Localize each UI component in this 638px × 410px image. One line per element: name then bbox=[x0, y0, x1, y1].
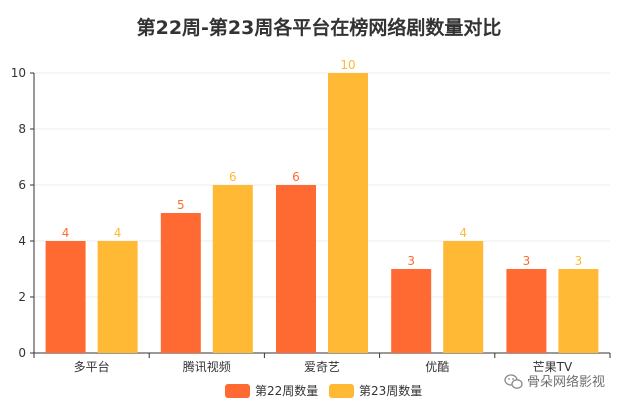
bar-week23-2 bbox=[328, 73, 368, 353]
bar-week23-0 bbox=[97, 241, 138, 353]
x-category-label: 多平台 bbox=[74, 359, 110, 374]
data-label: 3 bbox=[575, 254, 583, 268]
axes: 0 2 4 6 8 10 多平台 腾讯视频 爱奇艺 优酷 芒果TV bbox=[11, 66, 611, 374]
data-label: 3 bbox=[523, 254, 531, 268]
data-label: 5 bbox=[177, 198, 185, 212]
bar-week22-2 bbox=[276, 185, 316, 353]
data-label: 6 bbox=[229, 170, 237, 184]
data-label: 4 bbox=[459, 226, 467, 240]
bar-week22-4 bbox=[506, 269, 547, 353]
watermark-text: 骨朵网络影视 bbox=[527, 374, 605, 390]
y-tick-label: 8 bbox=[18, 122, 26, 136]
bar-week22-0 bbox=[45, 241, 86, 353]
bar-week23-3 bbox=[443, 241, 484, 353]
legend[interactable]: 第22周数量 第23周数量 bbox=[225, 383, 422, 398]
chart-title: 第22周-第23周各平台在榜网络剧数量对比 bbox=[137, 16, 502, 39]
y-tick-label: 6 bbox=[18, 178, 26, 192]
data-label: 10 bbox=[340, 58, 355, 72]
y-tick-label: 10 bbox=[11, 66, 26, 80]
bar-week23-4 bbox=[558, 269, 599, 353]
y-tick-label: 2 bbox=[18, 290, 26, 304]
y-tick-label: 4 bbox=[18, 234, 26, 248]
x-category-label: 优酷 bbox=[425, 360, 449, 374]
legend-label-week22[interactable]: 第22周数量 bbox=[255, 383, 318, 398]
y-tick-label: 0 bbox=[18, 346, 26, 360]
data-label: 6 bbox=[292, 170, 300, 184]
bar-week23-1 bbox=[212, 185, 253, 353]
wechat-icon bbox=[504, 374, 523, 389]
bars bbox=[45, 73, 599, 353]
legend-swatch-week22[interactable] bbox=[225, 384, 250, 398]
data-labels: 4 4 5 6 6 10 3 4 3 3 bbox=[62, 58, 582, 268]
x-category-label: 腾讯视频 bbox=[183, 359, 231, 374]
data-label: 4 bbox=[114, 226, 122, 240]
bar-week22-3 bbox=[391, 269, 432, 353]
x-category-label: 爱奇艺 bbox=[304, 360, 340, 374]
watermark: 骨朵网络影视 bbox=[504, 374, 605, 390]
bar-week22-1 bbox=[160, 213, 201, 353]
x-category-label: 芒果TV bbox=[533, 359, 573, 374]
legend-swatch-week23[interactable] bbox=[329, 384, 354, 398]
legend-label-week23[interactable]: 第23周数量 bbox=[359, 383, 422, 398]
data-label: 4 bbox=[62, 226, 70, 240]
data-label: 3 bbox=[407, 254, 415, 268]
